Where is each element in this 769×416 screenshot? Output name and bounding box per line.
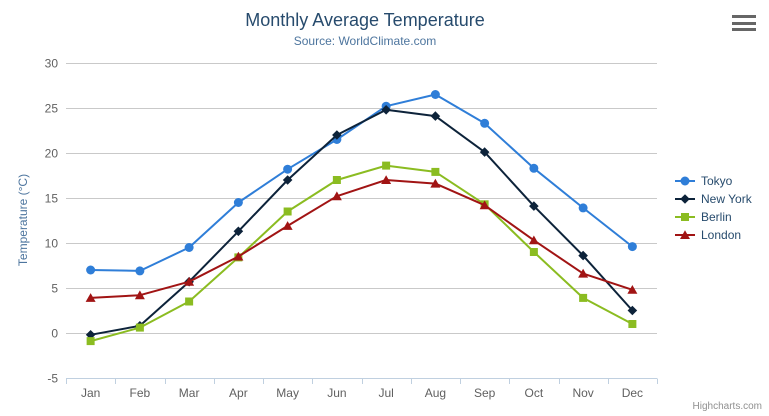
data-point-london-sep[interactable] <box>479 200 490 210</box>
series-line-new-york[interactable] <box>89 108 634 336</box>
x-axis-tick-label: Dec <box>622 386 643 400</box>
x-axis-tick-label: Nov <box>572 386 593 400</box>
data-point-tokyo-feb[interactable] <box>135 266 145 276</box>
data-point-tokyo-oct[interactable] <box>529 163 539 173</box>
data-point-berlin-mar[interactable] <box>185 297 194 306</box>
data-point-tokyo-mar[interactable] <box>184 243 194 252</box>
legend-marker-triangle-icon <box>675 230 695 239</box>
data-point-tokyo-sep[interactable] <box>480 118 490 128</box>
series-line-london[interactable] <box>89 179 634 299</box>
data-point-berlin-nov[interactable] <box>579 293 588 302</box>
data-point-berlin-aug[interactable] <box>431 167 440 176</box>
y-axis-tick-label: 5 <box>51 282 58 296</box>
data-point-new-york-may[interactable] <box>282 175 293 185</box>
data-point-london-feb[interactable] <box>134 290 145 300</box>
data-point-tokyo-apr[interactable] <box>233 198 243 207</box>
data-point-london-oct[interactable] <box>528 235 539 245</box>
chart-context-menu-button[interactable] <box>732 15 756 31</box>
data-point-new-york-jul[interactable] <box>381 105 391 115</box>
series-line-tokyo[interactable] <box>89 93 634 272</box>
legend-marker-diamond-icon <box>675 194 695 204</box>
data-point-london-dec[interactable] <box>627 285 638 294</box>
y-axis-tick-label: 30 <box>45 57 59 71</box>
y-axis-tick-label: -5 <box>47 372 58 386</box>
data-point-new-york-aug[interactable] <box>430 111 441 121</box>
data-point-london-nov[interactable] <box>578 268 589 278</box>
data-point-tokyo-dec[interactable] <box>627 242 637 252</box>
legend-marker-circle-icon <box>675 176 695 186</box>
legend-marker-shape <box>681 213 689 221</box>
legend-label: London <box>701 228 742 242</box>
x-axis-tick-label: Aug <box>425 386 446 400</box>
legend-marker-shape <box>680 194 690 204</box>
chart-subtitle: Source: WorldClimate.com <box>293 34 437 48</box>
credits-link[interactable]: Highcharts.com <box>692 401 762 412</box>
data-point-berlin-dec[interactable] <box>628 320 637 328</box>
data-point-london-may[interactable] <box>282 221 293 230</box>
x-axis-tick-label: Sep <box>474 386 496 400</box>
legend-marker-shape <box>680 176 690 186</box>
data-point-berlin-feb[interactable] <box>135 323 144 332</box>
data-point-tokyo-nov[interactable] <box>578 203 588 213</box>
legend-item-tokyo[interactable]: Tokyo <box>674 173 752 189</box>
x-axis-tick-label: Feb <box>130 386 151 400</box>
data-point-new-york-oct[interactable] <box>529 201 539 211</box>
data-point-berlin-oct[interactable] <box>529 248 538 256</box>
data-point-london-aug[interactable] <box>430 178 441 188</box>
y-axis-tick-label: 10 <box>45 237 59 251</box>
data-point-london-apr[interactable] <box>233 251 244 261</box>
y-axis-tick-label: 15 <box>45 192 59 206</box>
x-axis-tick-label: Apr <box>229 386 248 400</box>
y-axis-tick-label: 25 <box>45 102 59 116</box>
data-point-london-jun[interactable] <box>331 191 342 201</box>
x-axis-tick-label: Mar <box>179 386 200 400</box>
y-axis-tick-label: 0 <box>51 327 58 341</box>
legend-marker-shape <box>680 230 690 239</box>
hamburger-menu-icon <box>732 15 756 18</box>
data-point-berlin-may[interactable] <box>283 207 292 216</box>
data-point-new-york-dec[interactable] <box>627 305 638 316</box>
data-point-tokyo-aug[interactable] <box>430 90 440 99</box>
data-point-new-york-sep[interactable] <box>479 147 490 157</box>
series-line-berlin[interactable] <box>89 164 634 343</box>
data-point-new-york-nov[interactable] <box>578 250 588 261</box>
x-axis-tick-label: Jan <box>81 386 100 400</box>
x-axis-tick-label: Oct <box>525 386 544 400</box>
data-point-berlin-jul[interactable] <box>382 161 391 170</box>
legend-item-london[interactable]: London <box>674 227 752 243</box>
chart-title: Monthly Average Temperature <box>245 10 485 30</box>
legend-label: New York <box>701 192 752 206</box>
data-point-london-mar[interactable] <box>184 276 195 286</box>
x-axis-tick-label: Jul <box>378 386 393 400</box>
data-point-london-jul[interactable] <box>381 175 392 184</box>
data-point-berlin-jan[interactable] <box>86 337 95 346</box>
legend-label: Tokyo <box>701 174 733 188</box>
legend-item-berlin[interactable]: Berlin <box>674 209 752 225</box>
data-point-tokyo-jan[interactable] <box>86 265 96 275</box>
data-point-new-york-apr[interactable] <box>233 226 244 237</box>
data-point-new-york-jan[interactable] <box>85 330 96 340</box>
y-axis-tick-label: 20 <box>45 147 59 161</box>
legend: Tokyo New York Berlin London <box>674 173 752 243</box>
legend-item-new-york[interactable]: New York <box>674 191 752 207</box>
y-axis-title: Temperature (°C) <box>16 173 30 267</box>
data-point-berlin-jun[interactable] <box>332 176 341 184</box>
x-axis-tick-label: May <box>276 386 299 400</box>
x-axis-tick-label: Jun <box>327 386 346 400</box>
data-point-tokyo-may[interactable] <box>283 164 293 174</box>
data-point-new-york-jun[interactable] <box>332 130 342 140</box>
legend-marker-square-icon <box>675 213 695 221</box>
data-point-london-jan[interactable] <box>85 293 96 302</box>
legend-label: Berlin <box>701 210 732 224</box>
